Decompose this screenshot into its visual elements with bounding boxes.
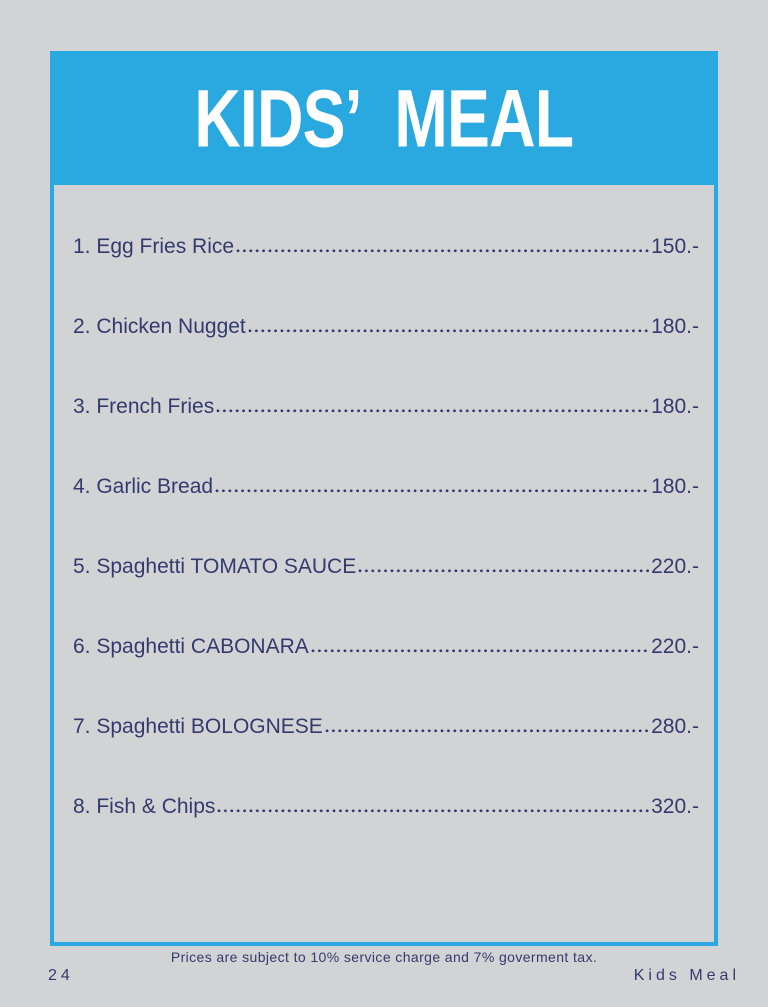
menu-item-label: 1. Egg Fries Rice <box>73 235 235 258</box>
menu-item-row: 4. Garlic Bread 180.- <box>73 447 699 527</box>
page-number: 24 <box>48 967 74 984</box>
menu-item-label: 2. Chicken Nugget <box>73 315 246 338</box>
menu-item-price: 180.- <box>651 475 699 498</box>
menu-list: 1. Egg Fries Rice 150.- 2. Chicken Nugge… <box>54 185 714 847</box>
menu-item-row: 3. French Fries 180.- <box>73 367 699 447</box>
menu-item-price: 150.- <box>651 235 699 258</box>
menu-item-label: 3. French Fries <box>73 395 215 418</box>
footer-section-label: Kids Meal <box>633 967 740 984</box>
dotted-leader <box>214 487 651 493</box>
menu-header-band: KIDS’ MEAL <box>50 51 718 185</box>
dotted-leader <box>246 327 651 333</box>
dotted-leader <box>323 727 651 733</box>
dotted-leader <box>357 567 651 573</box>
menu-item-label: 8. Fish & Chips <box>73 795 216 818</box>
disclaimer-text: Prices are subject to 10% service charge… <box>170 949 598 965</box>
menu-item-row: 7. Spaghetti BOLOGNESE 280.- <box>73 687 699 767</box>
menu-item-row: 2. Chicken Nugget 180.- <box>73 287 699 367</box>
menu-item-price: 280.- <box>651 715 699 738</box>
menu-item-row: 1. Egg Fries Rice 150.- <box>73 207 699 287</box>
menu-item-price: 320.- <box>651 795 699 818</box>
dotted-leader <box>309 647 651 653</box>
menu-item-price: 220.- <box>651 635 699 658</box>
menu-item-label: 6. Spaghetti CABONARA <box>73 635 309 658</box>
menu-item-price: 220.- <box>651 555 699 578</box>
dotted-leader <box>216 807 651 813</box>
menu-item-label: 5. Spaghetti TOMATO SAUCE <box>73 555 357 578</box>
menu-item-price: 180.- <box>651 395 699 418</box>
menu-item-label: 7. Spaghetti BOLOGNESE <box>73 715 323 738</box>
dotted-leader <box>235 247 651 253</box>
menu-item-label: 4. Garlic Bread <box>73 475 214 498</box>
menu-item-row: 8. Fish & Chips 320.- <box>73 767 699 847</box>
dotted-leader <box>215 407 651 413</box>
menu-item-row: 5. Spaghetti TOMATO SAUCE 220.- <box>73 527 699 607</box>
menu-item-row: 6. Spaghetti CABONARA 220.- <box>73 607 699 687</box>
menu-item-price: 180.- <box>651 315 699 338</box>
menu-card: KIDS’ MEAL 1. Egg Fries Rice 150.- 2. Ch… <box>50 51 718 946</box>
page-title: KIDS’ MEAL <box>194 72 575 164</box>
page-footer: 24 Kids Meal <box>48 967 740 985</box>
